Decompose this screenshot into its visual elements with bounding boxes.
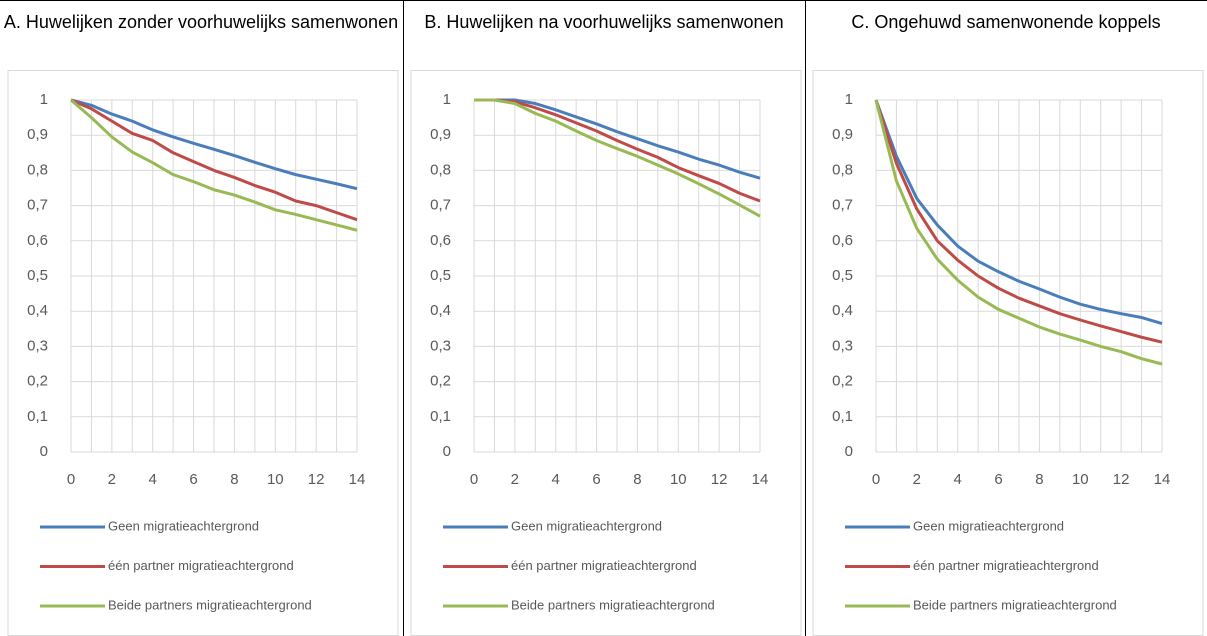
series-line [474,98,761,203]
x-tick-label: 2 [511,471,519,488]
y-tick-label: 0,3 [832,337,853,354]
series-line [874,99,1163,344]
x-tick-label: 14 [349,471,366,488]
chart: 00,10,20,30,40,50,60,70,80,910 2 4 6 8 10 12 14… [410,70,802,636]
series-line [474,98,761,218]
legend-label: één partner migratieachtergrond [511,558,697,573]
y-tick-label: 0,4 [430,302,451,319]
panel-title: A. Huwelijken zonder voorhuwelijks samen… [3,12,399,32]
y-tick-label: 0,6 [832,232,853,249]
series-line [874,99,1163,366]
y-tick-label: 0,2 [27,373,48,390]
legend-label: Beide partners migratieachtergrond [108,597,312,612]
x-tick-label: 6 [994,471,1002,488]
y-tick-label: 0,5 [27,267,48,284]
x-tick-label: 2 [108,471,116,488]
y-tick-label: 0,8 [832,161,853,178]
legend-label: Geen migratieachtergrond [511,518,662,533]
y-tick-label: 0,1 [27,408,48,425]
x-tick-label: 0 [470,471,478,488]
y-tick-label: 0,8 [430,161,451,178]
y-tick-label: 0,7 [430,197,451,214]
series-line [474,98,761,180]
y-tick-label: 0,9 [832,126,853,143]
y-tick-label: 0 [443,443,451,460]
y-tick-label: 0,6 [430,232,451,249]
x-tick-label: 8 [230,471,238,488]
legend-label: Geen migratieachtergrond [108,518,259,533]
series-line [70,98,358,232]
y-tick-label: 0,7 [27,197,48,214]
y-tick-label: 0,2 [832,373,853,390]
panel: B. Huwelijken na voorhuwelijks samenwone… [403,0,805,636]
y-tick-label: 0,5 [430,267,451,284]
y-tick-label: 0,1 [430,408,451,425]
y-tick-label: 1 [443,91,451,108]
y-tick-label: 0,4 [27,302,48,319]
x-tick-label: 10 [670,471,687,488]
y-tick-label: 0,4 [832,302,853,319]
table-border [403,0,404,636]
y-tick-label: 0,2 [430,373,451,390]
y-tick-label: 0,9 [27,126,48,143]
x-tick-label: 8 [633,471,641,488]
legend-label: één partner migratieachtergrond [108,558,294,573]
chart-frame [812,70,1204,636]
legend-label: Beide partners migratieachtergrond [913,597,1117,612]
x-tick-label: 14 [1154,471,1171,488]
y-tick-label: 0,5 [832,267,853,284]
panel: C. Ongehuwd samenwonende koppels 0 0,1 0,2 0… [805,0,1207,636]
chart-frame [410,70,802,636]
x-tick-label: 4 [149,471,157,488]
x-tick-label: 8 [1035,471,1043,488]
x-tick-label: 6 [592,471,600,488]
y-tick-label: 0,3 [27,337,48,354]
x-tick-label: 12 [308,471,325,488]
y-tick-label: 0,7 [832,197,853,214]
y-tick-label: 0,8 [27,161,48,178]
x-tick-label: 4 [954,471,962,488]
y-tick-label: 0,1 [832,408,853,425]
y-tick-label: 0 [40,443,48,460]
panel-title: C. Ongehuwd samenwonende koppels [851,12,1161,32]
chart: 00,10,20,30,40,50,60,70,80,910 2 4 6 8 10 12 14… [7,70,399,636]
y-tick-label: 0,6 [27,232,48,249]
panel-title: B. Huwelijken na voorhuwelijks samenwone… [424,12,784,32]
table-border [0,0,1207,1]
y-tick-label: 0 [845,443,853,460]
x-tick-label: 0 [872,471,880,488]
legend-label: Beide partners migratieachtergrond [511,597,715,612]
x-tick-label: 12 [711,471,728,488]
y-tick-label: 1 [40,91,48,108]
legend-label: één partner migratieachtergrond [913,558,1099,573]
panel: A. Huwelijken zonder voorhuwelijks samen… [0,0,402,636]
chart: 00,10,20,30,40,50,60,70,80,910 2 4 6 8 10 12 14… [812,70,1204,636]
chart-frame [7,70,399,636]
series-line [874,99,1163,325]
series-line [70,98,358,191]
table-border [805,0,806,636]
y-tick-label: 0,9 [430,126,451,143]
x-tick-label: 12 [1113,471,1130,488]
series-line [70,98,358,222]
x-tick-label: 6 [189,471,197,488]
x-tick-label: 2 [913,471,921,488]
y-tick-label: 1 [845,91,853,108]
x-tick-label: 0 [67,471,75,488]
legend-label: Geen migratieachtergrond [913,518,1064,533]
y-tick-label: 0,3 [430,337,451,354]
x-tick-label: 10 [1072,471,1089,488]
x-tick-label: 4 [552,471,560,488]
x-tick-label: 10 [267,471,284,488]
x-tick-label: 14 [752,471,769,488]
